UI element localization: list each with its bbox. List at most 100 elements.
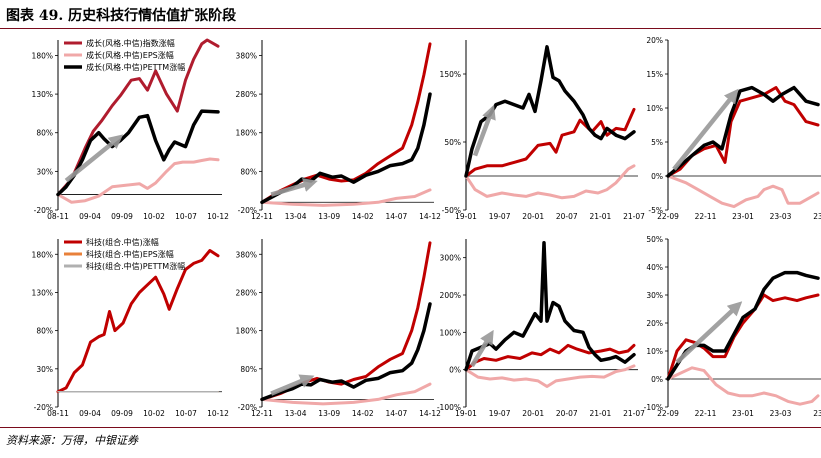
x-tick-label: 14-07 — [386, 409, 408, 418]
x-tick-label: 20-01 — [522, 212, 544, 221]
x-tick-label: 23-03 — [770, 409, 792, 418]
x-tick-label: 13-04 — [285, 409, 307, 418]
y-tick-label: 300% — [440, 254, 461, 263]
series-line-0 — [56, 38, 220, 196]
chart-top-4: -5% 0% 5% 10% 15% 20% 22-09 22-11 23-01 23-03 23 — [646, 36, 821, 221]
title-rule — [0, 28, 821, 29]
y-tick-label: 10% — [646, 347, 663, 356]
x-tick-label: 22-11 — [695, 409, 717, 418]
y-tick-label: 40% — [646, 263, 663, 272]
x-tick-label: 21-07 — [623, 212, 645, 221]
series-line-1 — [666, 366, 820, 406]
trend-arrow — [64, 134, 124, 183]
y-tick-label: 180% — [32, 250, 53, 259]
trend-arrow — [270, 178, 318, 197]
series-line-0 — [666, 293, 820, 381]
series-line-0 — [666, 86, 820, 178]
x-tick-label: 09-09 — [111, 409, 133, 418]
legend-label: 科技(组合.中信)涨幅 — [86, 237, 159, 247]
x-tick-label: 12-11 — [251, 212, 273, 221]
x-tick-label: 13-09 — [318, 212, 340, 221]
y-tick-label: 380% — [236, 250, 257, 259]
series-line-2 — [464, 240, 636, 372]
x-tick-label: 20-07 — [556, 409, 578, 418]
x-tick-label: 08-11 — [47, 409, 69, 418]
y-tick-label: 180% — [32, 51, 53, 60]
y-tick-label: -5% — [648, 206, 663, 215]
x-tick-label: 09-04 — [79, 212, 101, 221]
y-tick-label: 80% — [240, 365, 257, 374]
x-tick-label: 23 — [813, 212, 821, 221]
trend-arrow — [675, 301, 743, 364]
source-note: 资料来源：万得，中银证券 — [6, 434, 138, 447]
y-tick-label: 80% — [36, 327, 53, 336]
y-tick-label: 50% — [444, 138, 461, 147]
series-line-1 — [260, 382, 432, 406]
chart-bottom-2: -20% 80% 180% 280% 380% 12-11 13-04 13-09 14-02 1… — [236, 239, 441, 418]
x-tick-label: 09-04 — [79, 409, 101, 418]
x-tick-label: 23-01 — [732, 409, 754, 418]
series-line-1 — [260, 188, 432, 207]
y-tick-label: -20% — [238, 403, 257, 412]
chart-top-2: -20% 80% 180% 280% 380% 12-11 13-04 13-09 14-02 1… — [236, 40, 441, 221]
legend-label: 成长(风格.中信)指数涨幅 — [86, 38, 175, 48]
x-tick-label: 12-11 — [251, 409, 273, 418]
x-tick-label: 19-07 — [489, 409, 511, 418]
x-tick-label: 22-09 — [657, 212, 679, 221]
x-tick-label: 23-03 — [770, 212, 792, 221]
y-tick-label: 30% — [646, 291, 663, 300]
series-line-0 — [464, 343, 636, 372]
series-line-2 — [56, 109, 220, 197]
x-tick-label: 08-11 — [47, 212, 69, 221]
x-tick-label: 22-09 — [657, 409, 679, 418]
y-tick-label: 130% — [32, 90, 53, 99]
y-tick-label: 200% — [440, 291, 461, 300]
y-tick-label: -20% — [238, 206, 257, 215]
x-tick-label: 10-12 — [207, 409, 229, 418]
y-tick-label: 0% — [651, 375, 663, 384]
series-line-0 — [260, 241, 432, 401]
y-tick-label: 0% — [651, 172, 663, 181]
y-tick-label: -10% — [644, 403, 663, 412]
x-tick-label: 09-09 — [111, 212, 133, 221]
x-tick-label: 10-02 — [143, 409, 165, 418]
footer-rule — [0, 427, 821, 428]
series-line-0 — [464, 107, 636, 178]
series-line-0 — [56, 249, 220, 394]
y-tick-label: 380% — [236, 51, 257, 60]
series-line-2 — [666, 85, 820, 178]
y-tick-label: 100% — [440, 328, 461, 337]
trend-arrow — [672, 88, 739, 171]
y-tick-label: 20% — [646, 36, 663, 45]
x-tick-label: 21-01 — [590, 409, 612, 418]
x-tick-label: 13-09 — [318, 409, 340, 418]
figure-title: 图表 49. 历史科技行情估值扩张阶段 — [6, 8, 237, 24]
chart-bottom-1: -20% 30% 80% 130% 180% 08-11 09-04 09-09 10-02 10… — [32, 239, 229, 418]
x-tick-label: 14-12 — [419, 409, 441, 418]
y-tick-label: 180% — [236, 129, 257, 138]
trend-arrow — [470, 329, 494, 368]
x-tick-label: 14-02 — [352, 212, 374, 221]
y-tick-label: 5% — [651, 138, 663, 147]
series-line-1 — [464, 164, 636, 200]
x-tick-label: 10-02 — [143, 212, 165, 221]
series-line-2 — [260, 92, 432, 205]
x-tick-label: 19-01 — [455, 212, 477, 221]
chart-bottom-3: -100% 0% 100% 200% 300% 19-01 19-07 20-01 20-07 2… — [437, 239, 645, 418]
legend-label: 科技(组合.中信)EPS涨幅 — [86, 249, 174, 259]
trend-arrow — [472, 104, 496, 157]
y-tick-label: 280% — [236, 288, 257, 297]
x-tick-label: 10-07 — [175, 212, 197, 221]
y-tick-label: 0% — [449, 366, 461, 375]
trend-arrow — [270, 374, 315, 396]
y-tick-label: 30% — [36, 365, 53, 374]
legend-bottom: 科技(组合.中信)涨幅科技(组合.中信)EPS涨幅科技(组合.中信)PETTM涨… — [64, 237, 185, 271]
x-tick-label: 19-07 — [489, 212, 511, 221]
legend-top: 成长(风格.中信)指数涨幅成长(风格.中信)EPS涨幅成长(风格.中信)PETT… — [64, 38, 185, 72]
x-tick-label: 23 — [813, 409, 821, 418]
y-tick-label: 15% — [646, 70, 663, 79]
y-tick-label: 80% — [240, 167, 257, 176]
x-tick-label: 23-01 — [732, 212, 754, 221]
y-tick-label: 280% — [236, 90, 257, 99]
